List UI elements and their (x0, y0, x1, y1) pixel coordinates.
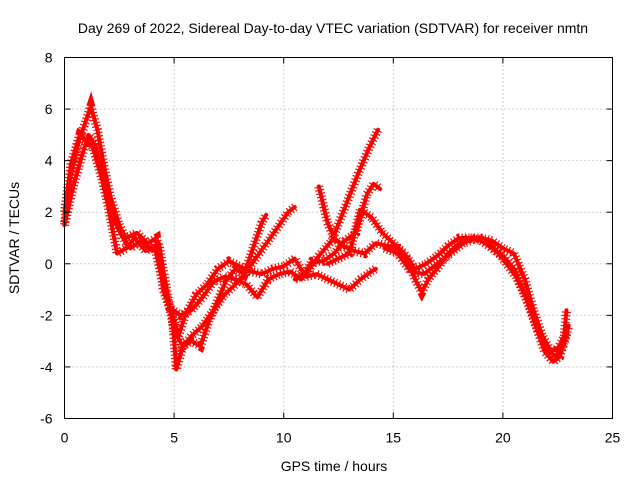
plot-frame (64, 57, 613, 419)
series-line-track-h (382, 236, 571, 359)
series-line-track-e (316, 184, 569, 354)
x-tick-label: 25 (605, 430, 621, 446)
chart-title: Day 269 of 2022, Sidereal Day-to-day VTE… (78, 20, 588, 36)
y-tick-label: 8 (45, 50, 53, 66)
grid-lines (64, 57, 613, 419)
data-series (60, 91, 574, 372)
x-tick-label: 20 (495, 430, 511, 446)
y-tick-label: 4 (45, 153, 53, 169)
series-markers-track-b (60, 127, 383, 321)
x-tick-label: 0 (61, 430, 69, 446)
series-markers-track-g (325, 202, 571, 369)
y-tick-label: -4 (40, 359, 53, 375)
y-tick-label: 2 (45, 204, 53, 220)
y-tick-label: -2 (40, 307, 53, 323)
y-tick-label: -6 (40, 411, 53, 427)
x-tick-label: 10 (276, 430, 292, 446)
series-markers-track-e (314, 185, 571, 358)
series-markers-track-c (60, 124, 271, 353)
y-axis-label: SDTVAR / TECUs (6, 182, 22, 294)
series-markers-track-a (60, 91, 379, 352)
x-tick-label: 15 (386, 430, 402, 446)
series-markers-track-f (292, 127, 383, 284)
y-tick-label: 0 (45, 256, 53, 272)
axis-ticks: 0 5 10 15 20 25 -6 -4 -2 0 2 4 6 8 (40, 50, 620, 446)
x-tick-label: 5 (170, 430, 178, 446)
series-markers-track-d (167, 203, 298, 371)
x-axis-label: GPS time / hours (281, 458, 388, 474)
y-tick-label: 6 (45, 101, 53, 117)
series-line-track-g (325, 207, 569, 364)
